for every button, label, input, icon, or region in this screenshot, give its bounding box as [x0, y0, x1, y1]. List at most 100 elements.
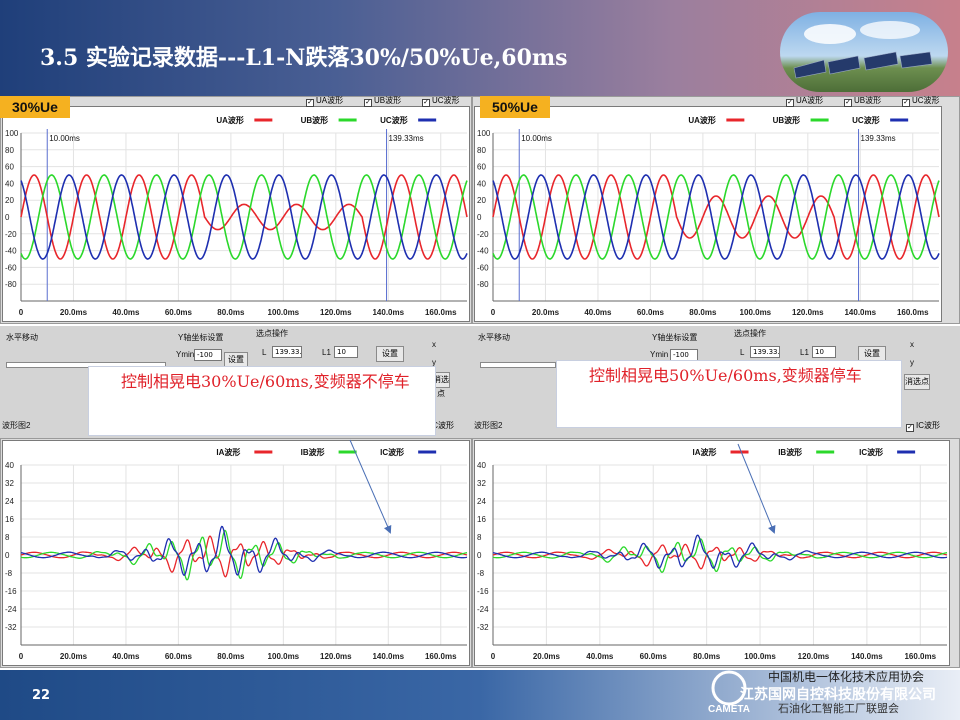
point-op-label-30: 选点操作: [256, 329, 288, 338]
checkbox-ua-50[interactable]: ✓ UA波形: [786, 96, 824, 107]
l-set-button-30[interactable]: 设置: [376, 346, 404, 362]
org-line-3: 石油化工智能工厂联盟会: [778, 702, 899, 715]
l1-input-30[interactable]: 10: [334, 346, 358, 358]
series-line-c: [492, 534, 948, 569]
l1-input-50[interactable]: 10: [812, 346, 836, 358]
y-tick-label: 80: [477, 146, 486, 155]
legend-label: UA波形: [688, 115, 716, 125]
x-tick-label: 160.0ms: [425, 652, 457, 661]
x-tick-label: 140.0ms: [851, 652, 883, 661]
legend-label: UC波形: [852, 115, 880, 125]
h-move-label-30: 水平移动: [6, 333, 38, 342]
x-tick-label: 60.0ms: [165, 652, 193, 661]
l-input-30[interactable]: 139.33.: [272, 346, 302, 358]
x-tick-label: 40.0ms: [112, 308, 140, 317]
y-tick-label: 32: [477, 479, 486, 488]
y-tick-label: -80: [477, 280, 489, 289]
solar-panel-photo: [780, 12, 948, 92]
legend-label: IA波形: [216, 447, 240, 457]
x-tick-label: 20.0ms: [60, 308, 88, 317]
y-tick-label: 8: [5, 533, 10, 542]
x-tick-label: 120.0ms: [792, 308, 824, 317]
y-tick-label: -20: [477, 230, 489, 239]
x-tick-label: 60.0ms: [165, 308, 193, 317]
x-tick-label: 120.0ms: [798, 652, 830, 661]
l-input-50[interactable]: 139.33.: [750, 346, 780, 358]
x-tick-label: 80.0ms: [217, 652, 245, 661]
annotation-50: 控制相晃电50%Ue/60ms,变频器停车: [556, 360, 902, 428]
y-tick-label: 40: [5, 179, 14, 188]
checkbox-uc-50[interactable]: ✓ UC波形: [902, 96, 940, 107]
y-tick-label: 24: [5, 497, 14, 506]
annotation-30: 控制相晃电30%Ue/60ms,变频器不停车: [88, 366, 436, 436]
y-tick-label: 80: [5, 146, 14, 155]
h-move-slider-50[interactable]: [480, 362, 556, 368]
x-tick-label: 0: [491, 652, 496, 661]
x-tick-label: 80.0ms: [217, 308, 245, 317]
series-line-c: [20, 174, 468, 260]
current-plot-50: 40 32 24 16 8 0 -8 -16 -24 -32 0 20.0ms 40.0ms 60.0ms…: [474, 440, 950, 666]
x-tick-label: 100.0ms: [268, 652, 300, 661]
checkbox-ic-50[interactable]: ✓ IC波形: [906, 421, 940, 432]
marker-label: 10.00ms: [521, 134, 552, 143]
y-axis-label-50: Y轴坐标设置: [652, 333, 698, 342]
voltage-chart-50: 100 80 60 40 20 0 -20 -40 -60 -80 0 20.0ms 40.0ms 60.…: [477, 115, 940, 317]
x-tick-label: 0: [491, 308, 496, 317]
y-tick-label: 20: [477, 196, 486, 205]
y-tick-label: -16: [477, 587, 489, 596]
slide-footer: [0, 670, 960, 720]
voltage-plot-30: 100 80 60 40 20 0 -20 -40 -60 -80 0 20.0ms 40.0ms 60.…: [2, 106, 470, 322]
y-tick-label: 0: [477, 551, 482, 560]
y-tick-label: -16: [5, 587, 17, 596]
marker-label: 10.00ms: [49, 134, 80, 143]
point-op-label-50: 选点操作: [734, 329, 766, 338]
y-tick-label: -20: [5, 230, 17, 239]
radio-y-30[interactable]: y: [432, 358, 436, 367]
y-tick-label: 100: [5, 129, 19, 138]
legend-label: IA波形: [693, 447, 717, 457]
checkbox-ua-30[interactable]: ✓ UA波形: [306, 96, 344, 107]
radio-y-50[interactable]: y: [910, 358, 914, 367]
series-line-b: [20, 529, 468, 581]
radio-x-50[interactable]: x: [910, 340, 914, 349]
x-tick-label: 60.0ms: [640, 652, 668, 661]
h-move-slider-30[interactable]: [6, 362, 166, 368]
x-tick-label: 140.0ms: [844, 308, 876, 317]
y-tick-label: 32: [5, 479, 14, 488]
legend-label: IC波形: [859, 447, 883, 457]
ymin-input-30[interactable]: -100: [194, 349, 222, 361]
x-tick-label: 0: [19, 652, 24, 661]
x-tick-label: 100.0ms: [268, 308, 300, 317]
current-chart-30: 40 32 24 16 8 0 -8 -16 -24 -32 0 20.0ms 40.0ms 60.0ms…: [5, 447, 468, 661]
l1-label-50: L1: [800, 348, 809, 357]
x-tick-label: 80.0ms: [693, 652, 721, 661]
wave-label-30: 波形图2: [2, 421, 31, 430]
checkbox-ic-30[interactable]: IC波形: [430, 421, 454, 430]
checkbox-uc-30[interactable]: ✓ UC波形: [422, 96, 460, 107]
radio-x-30[interactable]: x: [432, 340, 436, 349]
ymin-label-50: Ymin: [650, 350, 669, 359]
checkbox-ub-30[interactable]: ✓ UB波形: [364, 96, 402, 107]
x-tick-label: 160.0ms: [904, 652, 936, 661]
legend-label: IB波形: [778, 447, 802, 457]
x-tick-label: 80.0ms: [689, 308, 717, 317]
legend-label: IC波形: [380, 447, 404, 457]
series-line-c: [492, 174, 940, 260]
y-tick-label: 40: [477, 179, 486, 188]
x-tick-label: 20.0ms: [532, 308, 560, 317]
checkbox-ub-50[interactable]: ✓ UB波形: [844, 96, 882, 107]
panel-tag-50: 50%Ue: [480, 96, 550, 118]
svg-text:CAMETA: CAMETA: [708, 704, 750, 715]
y-tick-label: 0: [477, 213, 482, 222]
y-tick-label: 60: [477, 163, 486, 172]
marker-label: 139.33ms: [861, 134, 896, 143]
clear-button-50[interactable]: 消选点: [904, 374, 930, 390]
y-tick-label: -60: [5, 263, 17, 272]
wave-label-50: 波形图2: [474, 421, 503, 430]
y-tick-label: -32: [5, 623, 17, 632]
y-axis-label-30: Y轴坐标设置: [178, 333, 224, 342]
l1-label-30: L1: [322, 348, 331, 357]
l-label-50: L: [740, 348, 745, 357]
series-line-b: [492, 538, 948, 574]
x-tick-label: 100.0ms: [740, 308, 772, 317]
